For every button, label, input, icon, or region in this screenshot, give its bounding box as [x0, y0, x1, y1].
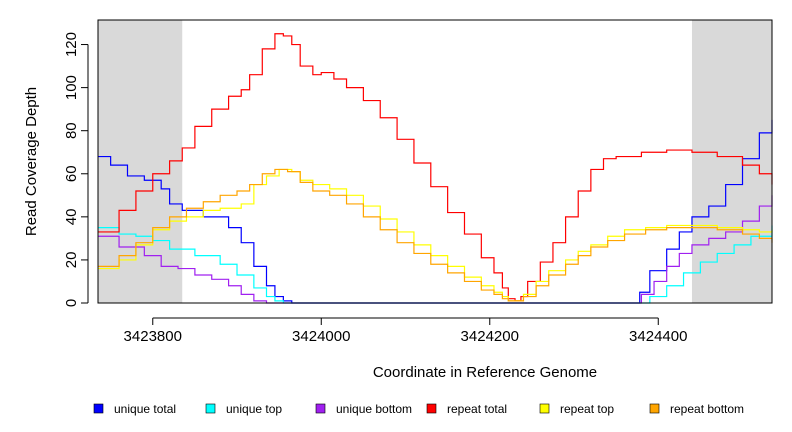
y-tick-label: 40: [63, 209, 80, 226]
y-tick-label: 80: [63, 122, 80, 139]
legend-swatch: [205, 403, 216, 414]
series-line-repeat-total: [98, 33, 773, 302]
legend-label: repeat total: [447, 402, 507, 416]
series-layer: [98, 33, 773, 304]
series-line-repeat-top: [98, 168, 773, 302]
x-tick-label: 3424200: [461, 328, 519, 345]
axis-layer: 3423800 3424000 3424200 3424400 0 20 40 60 80 100…: [63, 32, 687, 345]
legend-swatch: [93, 403, 104, 414]
legend-swatch: [315, 403, 326, 414]
series-line-repeat-bottom: [98, 168, 773, 302]
legend-label: unique bottom: [336, 402, 412, 416]
y-tick-label: 60: [63, 165, 80, 182]
legend-swatch: [539, 403, 550, 414]
y-tick-label: 120: [63, 32, 80, 57]
legend: unique total unique top unique bottom repea…: [93, 402, 744, 416]
legend-swatch: [649, 403, 660, 414]
series-line-unique-top: [98, 225, 773, 304]
legend-label: repeat top: [560, 402, 614, 416]
series-line-unique-total: [98, 119, 773, 304]
x-tick-label: 3424400: [629, 328, 687, 345]
legend-label: repeat bottom: [670, 402, 744, 416]
y-tick-label: 100: [63, 75, 80, 100]
y-tick-label: 20: [63, 252, 80, 269]
x-axis-title: Coordinate in Reference Genome: [373, 364, 597, 381]
y-tick-label: 0: [63, 299, 80, 307]
legend-label: unique top: [226, 402, 282, 416]
shaded-region-1: [98, 20, 183, 303]
y-axis-title: Read Coverage Depth: [23, 87, 40, 236]
legend-swatch: [426, 403, 437, 414]
x-tick-label: 3424000: [292, 328, 350, 345]
shaded-region-2: [691, 20, 772, 303]
x-tick-label: 3423800: [124, 328, 182, 345]
shaded-region-layer: [98, 20, 772, 303]
plot-frame: [97, 19, 773, 304]
legend-label: unique total: [114, 402, 176, 416]
